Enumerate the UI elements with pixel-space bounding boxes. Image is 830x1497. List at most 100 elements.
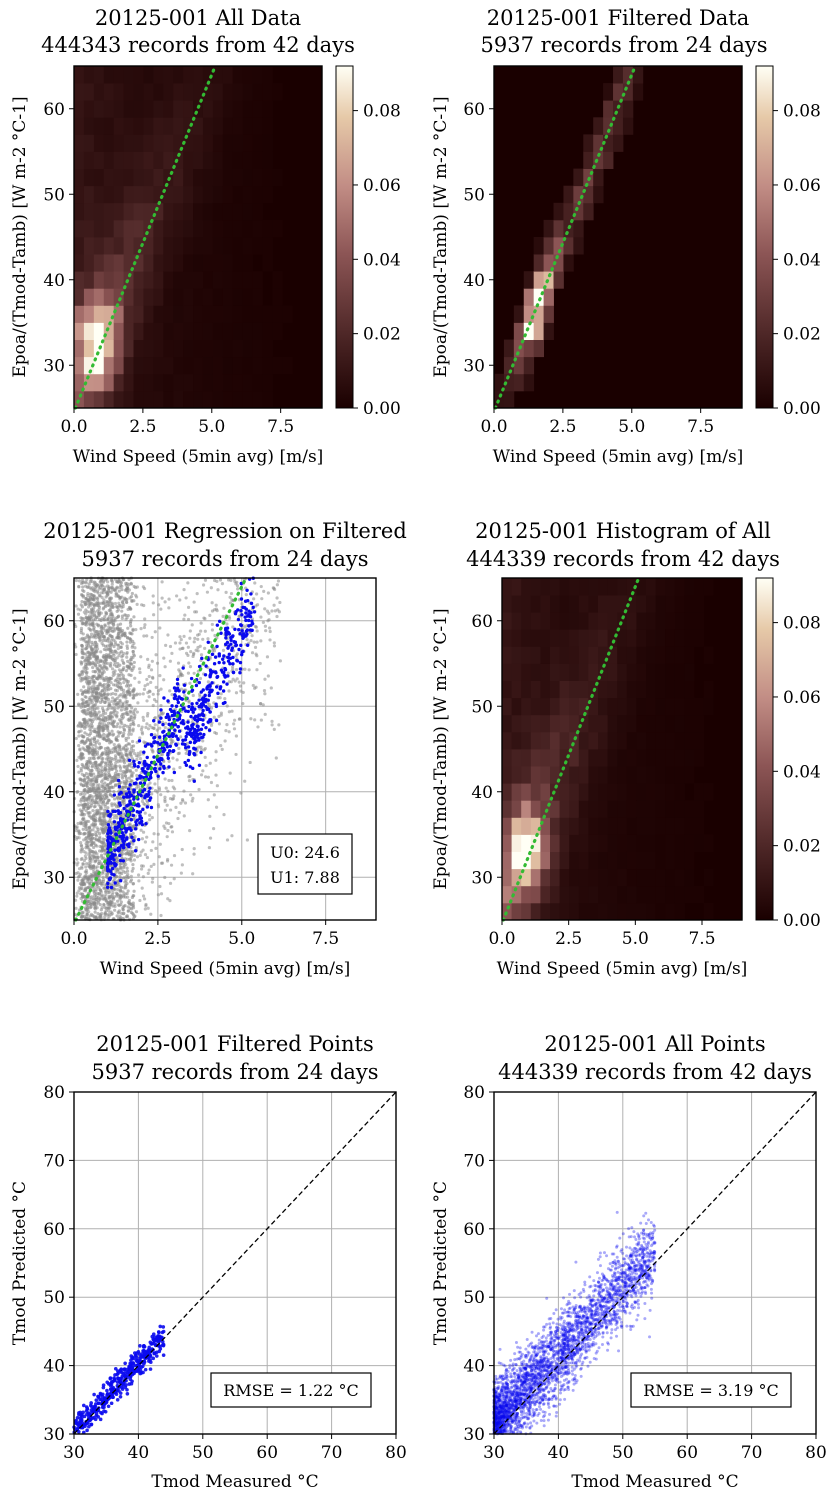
heatmap-cell — [74, 100, 85, 118]
heatmap-cell — [163, 271, 174, 289]
heatmap-cell — [212, 117, 224, 135]
gray-point — [108, 646, 112, 650]
colorbar-tick-label: 0.00 — [363, 399, 401, 419]
heatmap-cell — [523, 322, 535, 340]
gray-point — [74, 837, 79, 841]
heatmap-cell — [83, 390, 95, 409]
blue-point — [191, 710, 195, 714]
gray-point — [112, 638, 116, 642]
gray-point — [96, 661, 100, 665]
gray-point — [238, 684, 242, 688]
gray-point — [186, 671, 191, 675]
gray-point — [78, 747, 82, 751]
gray-point — [92, 703, 97, 708]
blue-point — [180, 697, 185, 701]
gray-point — [105, 688, 109, 692]
blue-point — [208, 688, 212, 692]
gray-point — [76, 612, 81, 616]
gray-point — [253, 581, 257, 585]
heatmap-cell — [193, 134, 204, 152]
gray-point — [129, 619, 133, 624]
heatmap-cell — [252, 202, 263, 221]
heatmap-cell — [83, 237, 95, 255]
gray-point — [113, 601, 118, 606]
blue-point — [217, 619, 222, 624]
gray-point — [101, 878, 106, 882]
gray-point — [73, 898, 78, 902]
gray-point — [77, 874, 81, 878]
heatmap-cell — [183, 373, 194, 392]
gray-point — [175, 594, 179, 598]
blue-point — [109, 885, 114, 890]
gray-point — [79, 603, 83, 607]
heatmap-cell — [242, 66, 253, 84]
gray-point — [128, 631, 132, 635]
gray-point — [116, 706, 120, 710]
gray-point — [79, 843, 83, 847]
heatmap-cell — [123, 151, 134, 169]
gray-point — [236, 587, 240, 591]
gray-point — [156, 689, 161, 693]
gray-point — [110, 667, 115, 671]
blue-point — [152, 755, 156, 759]
gray-point — [125, 640, 129, 644]
heatmap-cell — [193, 271, 204, 289]
heatmap-cell — [103, 237, 115, 255]
heatmap-cell — [222, 322, 234, 340]
heatmap-cell — [93, 219, 105, 238]
gray-point — [156, 803, 160, 807]
gray-point — [92, 610, 97, 614]
gray-point — [80, 753, 84, 758]
gray-point — [104, 825, 109, 829]
heatmap-cell — [143, 202, 154, 221]
gray-point — [117, 654, 121, 658]
gray-point — [85, 633, 90, 637]
heatmap-cell — [252, 356, 263, 375]
gray-point — [134, 846, 138, 850]
gray-point — [87, 675, 91, 680]
gray-point — [79, 688, 83, 692]
heatmap-cell — [222, 202, 234, 221]
gray-point — [122, 764, 126, 769]
gray-point — [260, 597, 264, 601]
gray-point — [155, 661, 160, 665]
blue-point — [224, 636, 228, 640]
gray-point — [88, 830, 92, 834]
gray-point — [122, 712, 126, 716]
gray-point — [88, 622, 92, 626]
blue-point — [167, 765, 171, 769]
gray-point — [93, 614, 97, 618]
gray-point — [220, 581, 225, 586]
gray-point — [124, 684, 129, 688]
gray-point — [207, 845, 211, 850]
y-tick-label: 60 — [463, 100, 485, 120]
gray-point — [95, 810, 100, 815]
gray-point — [102, 587, 106, 591]
gray-point — [131, 748, 136, 753]
gray-point — [259, 702, 263, 706]
gray-point — [115, 678, 119, 682]
gray-point — [227, 730, 231, 734]
gray-point — [84, 827, 88, 832]
gray-point — [103, 837, 107, 842]
gray-point — [110, 601, 114, 605]
gray-point — [151, 750, 155, 754]
gray-point — [152, 832, 156, 836]
heatmap-cell — [613, 100, 624, 118]
blue-point — [148, 796, 153, 800]
gray-point — [109, 882, 114, 886]
heatmap-cell — [183, 356, 194, 375]
gray-point — [106, 756, 110, 760]
gray-point — [192, 640, 196, 644]
gray-point — [116, 730, 120, 734]
gray-point — [119, 862, 123, 866]
heatmap-cell — [183, 134, 194, 152]
gray-point — [235, 584, 240, 588]
gray-point — [127, 577, 131, 582]
gray-point — [150, 880, 154, 884]
gray-point — [97, 839, 101, 843]
blue-point — [231, 655, 235, 660]
gray-point — [84, 841, 88, 846]
gray-point — [123, 723, 127, 727]
gray-point — [121, 890, 125, 894]
